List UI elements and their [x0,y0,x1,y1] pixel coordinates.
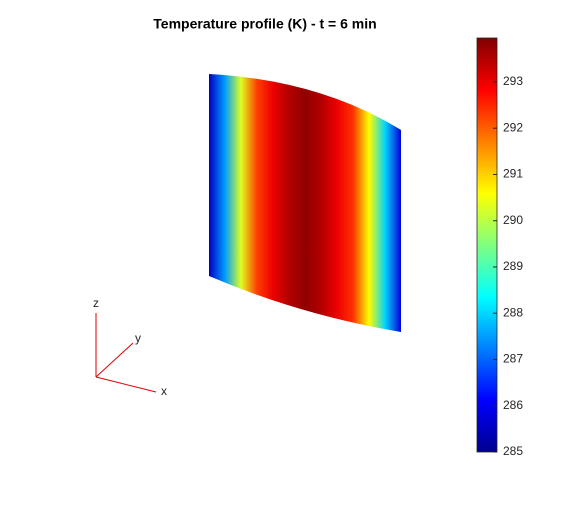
x-label: x [161,384,167,398]
colorbar-tick-label: 290 [503,213,523,227]
colorbar-tick-label: 292 [503,120,523,134]
colorbar-tick-label: 285 [503,444,523,458]
y-label: y [135,331,141,345]
z-label: z [93,296,99,310]
colorbar-tick-label: 293 [503,74,523,88]
colorbar-tick-label: 289 [503,259,523,273]
x-axis [95,376,157,393]
colorbar-tick-label: 287 [503,352,523,366]
colorbar-tick-label: 288 [503,305,523,319]
surface [209,74,401,332]
colorbar-tick-label: 291 [503,167,523,181]
colorbar-tick-label: 286 [503,398,523,412]
y-axis [95,342,134,378]
chart-title: Temperature profile (K) - t = 6 min [153,16,376,32]
axes-triad [95,313,157,393]
colorbar [476,37,498,453]
